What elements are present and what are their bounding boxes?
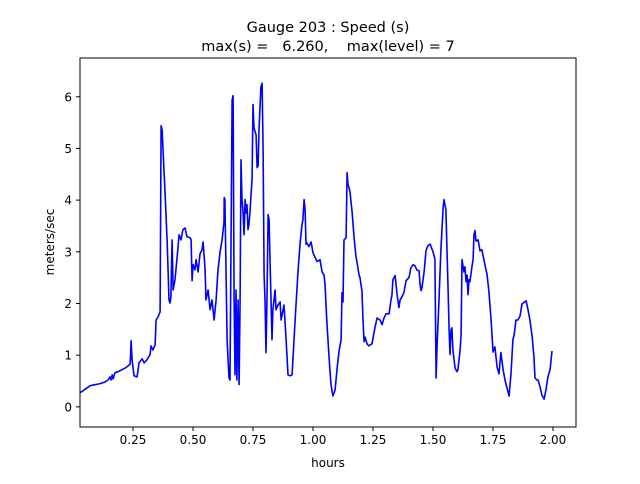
x-tick-label: 2.00 [540,433,567,447]
y-tick-label: 0 [64,400,72,414]
x-tick-label: 1.00 [300,433,327,447]
y-tick-label: 3 [64,245,72,259]
y-axis-label: meters/sec [43,209,57,276]
axes-frame [79,57,577,428]
plot-area [79,57,577,428]
y-axis-ticks: 0 1 2 3 4 5 6 [64,90,80,414]
y-tick-label: 2 [64,297,72,311]
x-tick-label: 0.75 [240,433,267,447]
x-axis-ticks: 0.25 0.50 0.75 1.00 1.25 1.50 1.75 2.00 [120,427,567,447]
y-tick-label: 1 [64,349,72,363]
y-tick-label: 5 [64,142,72,156]
y-tick-label: 6 [64,90,72,104]
speed-series-line [80,82,553,400]
x-axis-label: hours [311,456,345,470]
chart-subtitle: max(s) = 6.260, max(level) = 7 [201,39,455,55]
x-tick-label: 0.50 [180,433,207,447]
x-tick-label: 1.25 [360,433,387,447]
x-tick-label: 1.50 [420,433,447,447]
x-tick-label: 0.25 [120,433,147,447]
chart-title: Gauge 203 : Speed (s) [247,20,410,36]
y-tick-label: 4 [64,194,72,208]
x-tick-label: 1.75 [480,433,507,447]
